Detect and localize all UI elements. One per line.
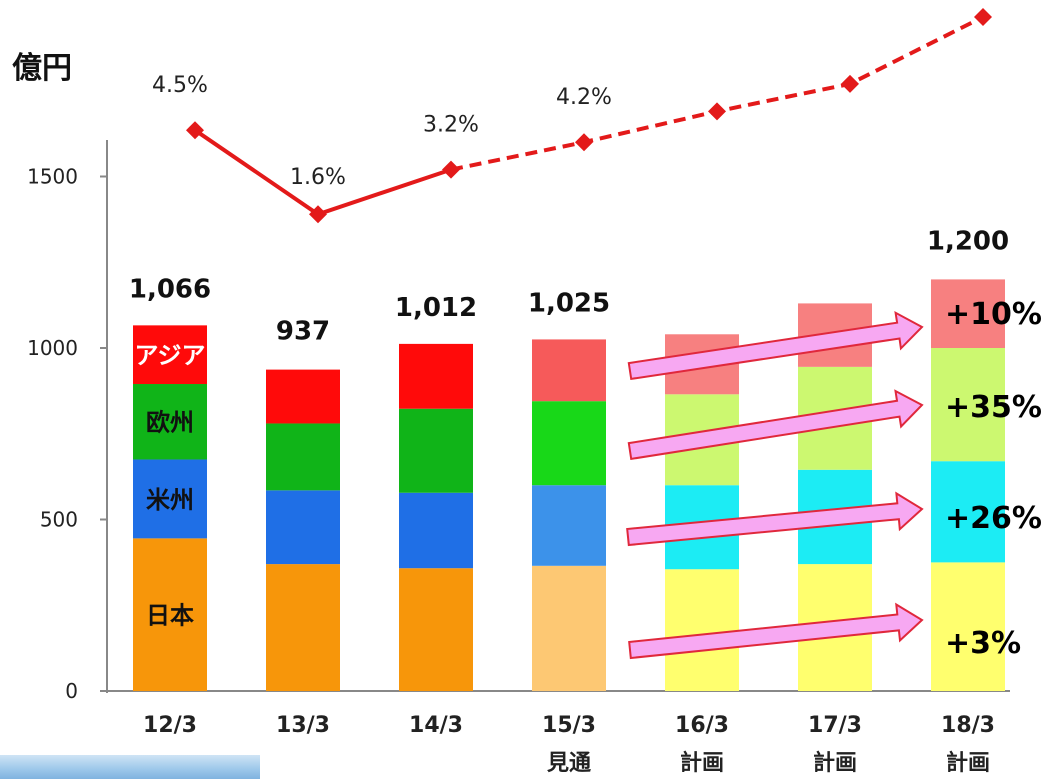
- bar-segment: [532, 565, 606, 691]
- thumbnail-image: [0, 755, 260, 779]
- total-label: 1,012: [395, 293, 477, 323]
- growth-arrows: +10% +35% +26% +3%: [626, 297, 1042, 661]
- growth-label: +10%: [945, 297, 1042, 332]
- category-sublabel: 見通: [547, 751, 591, 776]
- category-labels: 12/3 13/3 14/3 15/3 見通 16/3 計画 17/3 計画 18/3 計画: [143, 713, 995, 776]
- line-point: [309, 205, 327, 224]
- bar-segment: [532, 485, 606, 566]
- series-label: 米州: [146, 486, 194, 514]
- growth-arrow: [627, 310, 924, 381]
- bar-segment: [399, 492, 473, 569]
- line-label: 4.2%: [556, 85, 612, 110]
- category-label: 17/3: [808, 713, 862, 738]
- bar-segment: [266, 423, 340, 491]
- category-sublabel: 計画: [813, 750, 857, 776]
- series-label: 欧州: [146, 409, 194, 437]
- series-label: 日本: [146, 602, 194, 630]
- line-label: 4.5%: [152, 73, 208, 98]
- bar-segment: [133, 459, 207, 539]
- bar-segment: [399, 343, 473, 409]
- growth-line: 4.5%1.6%3.2%4.2%7.5%: [152, 8, 992, 224]
- growth-arrow: [628, 602, 924, 660]
- y-tick-label: 1500: [27, 165, 78, 189]
- bar-segment: [931, 348, 1005, 462]
- bar-segment: [266, 490, 340, 565]
- y-tick-label: 1000: [27, 336, 78, 360]
- line-point: [708, 102, 726, 121]
- total-label: 1,066: [129, 274, 211, 304]
- category-sublabel: 計画: [680, 750, 724, 776]
- bar-segment: [133, 538, 207, 691]
- total-label: 1,200: [927, 226, 1009, 256]
- bar-segment: [931, 562, 1005, 691]
- bar-segment: [266, 369, 340, 424]
- line-point: [841, 74, 859, 93]
- bar-segment: [266, 564, 340, 691]
- total-label: 1,025: [528, 288, 610, 318]
- bar-segment: [931, 279, 1005, 348]
- line-point: [974, 8, 992, 27]
- y-ticks: 0 500 1000 1500: [27, 165, 107, 703]
- totals: 1,066 937 1,012 1,025 1,200: [129, 226, 1009, 346]
- category-label: 13/3: [276, 713, 330, 738]
- line-point: [186, 121, 204, 140]
- bar-segment: [532, 339, 606, 402]
- bar-segment: [532, 401, 606, 486]
- line-point: [575, 133, 593, 152]
- series-label: アジア: [134, 342, 205, 370]
- line-label: 1.6%: [290, 165, 346, 190]
- line-dashed: [450, 15, 984, 172]
- category-label: 16/3: [675, 713, 729, 738]
- growth-arrow: [627, 389, 924, 461]
- growth-arrow: [626, 491, 924, 547]
- bar-segment: [133, 325, 207, 385]
- line-label: 3.2%: [423, 113, 479, 138]
- category-label: 12/3: [143, 713, 197, 738]
- bar-segment: [931, 461, 1005, 563]
- growth-label: +35%: [945, 390, 1042, 425]
- category-label: 18/3: [941, 713, 995, 738]
- category-label: 14/3: [409, 713, 463, 738]
- bar-segment: [399, 408, 473, 493]
- bar-segment: [399, 568, 473, 691]
- total-label: 937: [276, 317, 330, 347]
- category-label: 15/3: [542, 713, 596, 738]
- unit-label: 億円: [12, 51, 72, 86]
- y-tick-label: 500: [40, 508, 78, 532]
- line-point: [442, 160, 460, 179]
- bar-segment: [133, 384, 207, 460]
- growth-label: +26%: [945, 501, 1042, 536]
- growth-label: +3%: [945, 626, 1021, 661]
- y-tick-label: 0: [65, 679, 78, 703]
- category-sublabel: 計画: [946, 750, 990, 776]
- bar-segment: [665, 569, 739, 691]
